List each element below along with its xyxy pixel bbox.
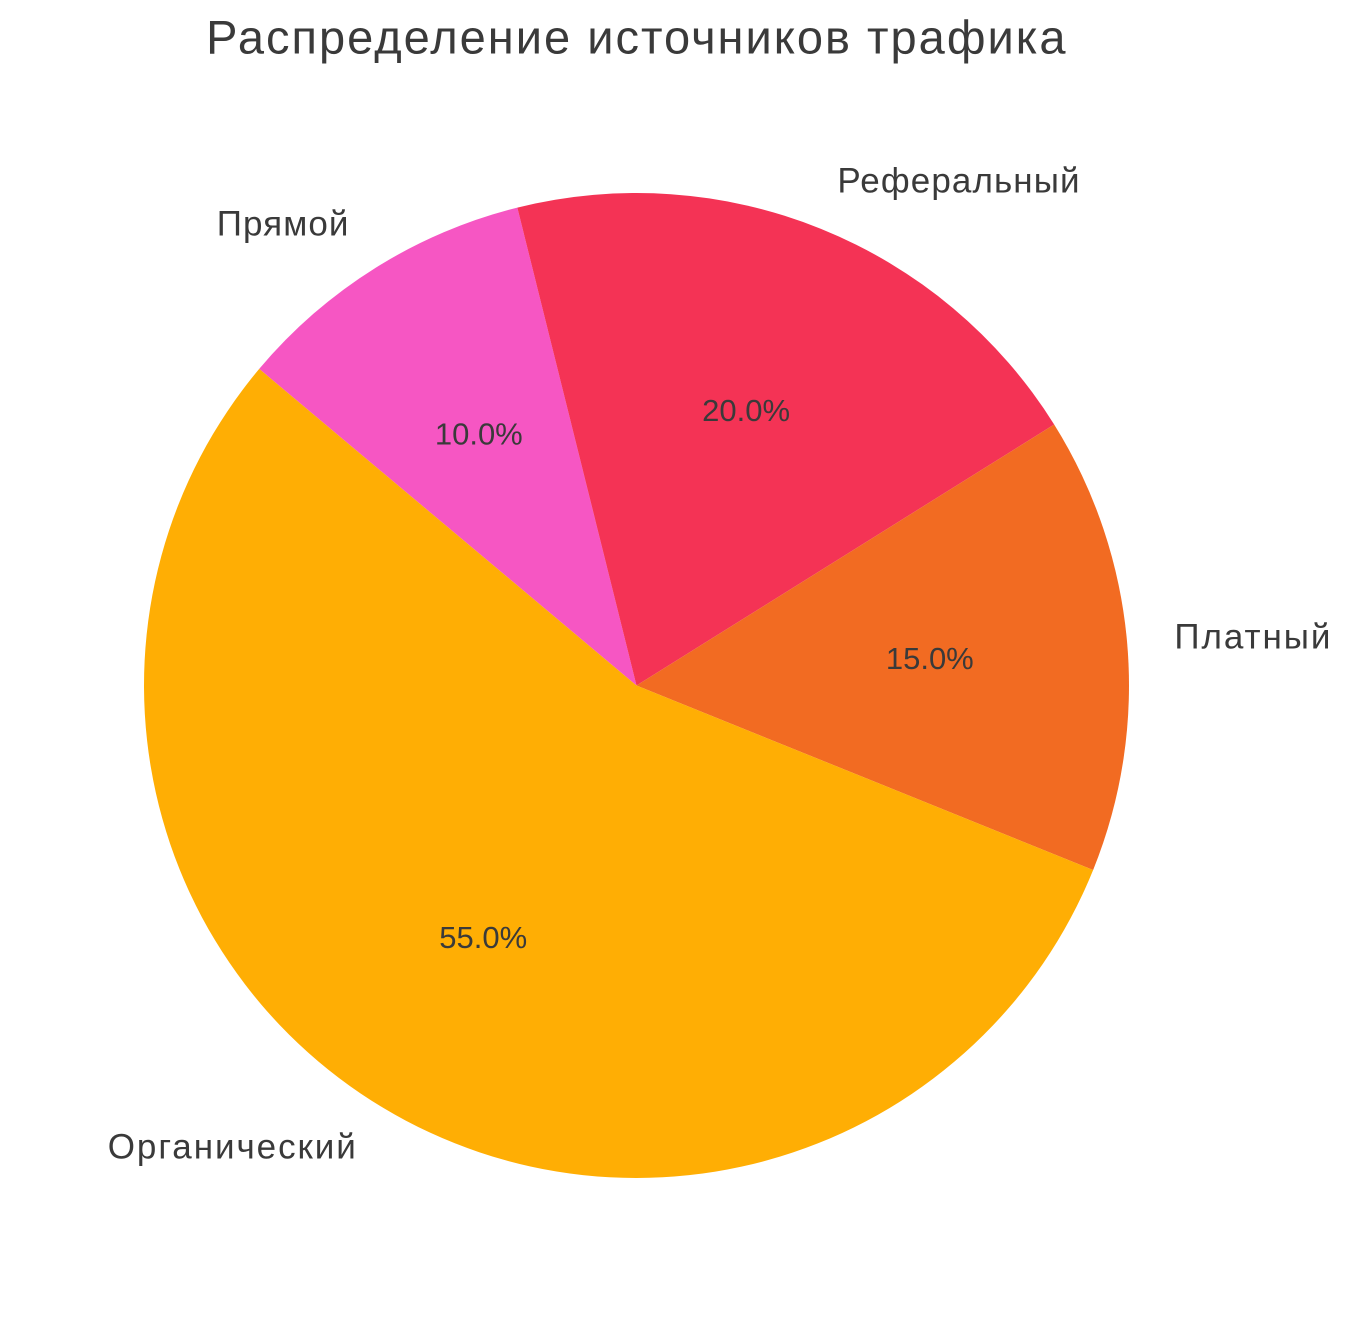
svg-text:Реферальный: Реферальный xyxy=(837,162,1080,201)
svg-text:Платный: Платный xyxy=(1174,618,1332,657)
svg-text:55.0%: 55.0% xyxy=(439,920,527,955)
svg-text:Органический: Органический xyxy=(108,1128,358,1167)
svg-text:15.0%: 15.0% xyxy=(886,641,974,676)
svg-text:Распределение источников трафи: Распределение источников трафика xyxy=(206,11,1067,64)
svg-text:Прямой: Прямой xyxy=(217,205,350,244)
svg-text:20.0%: 20.0% xyxy=(702,393,790,428)
svg-text:10.0%: 10.0% xyxy=(435,416,523,451)
